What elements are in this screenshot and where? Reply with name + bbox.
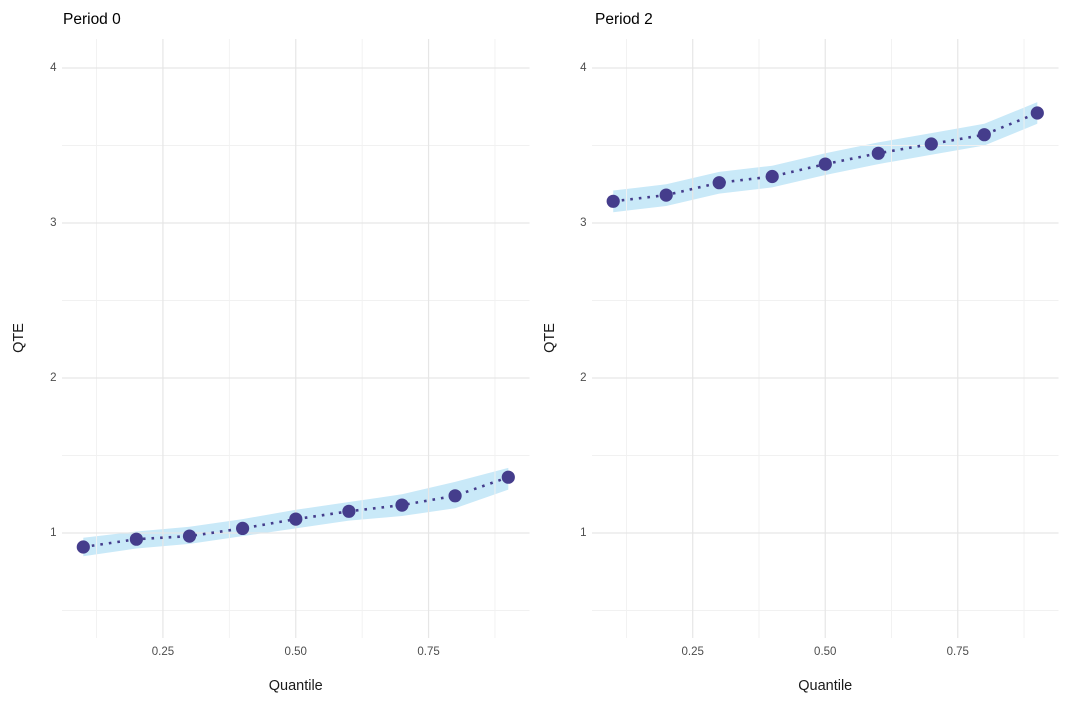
- data-point: [818, 157, 832, 171]
- plot-period-0: Period 0 QTE Quantile 1 2 3 4 0.25 0.50 0.75: [11, 11, 530, 694]
- x-axis-tick-label: 0.50: [284, 646, 307, 658]
- y-axis-tick-label: 2: [50, 372, 57, 384]
- x-axis-tick-label: 0.25: [681, 646, 704, 658]
- x-axis-tick-label: 0.75: [417, 646, 440, 658]
- data-point: [129, 532, 143, 546]
- y-axis-tick-label: 2: [580, 372, 587, 384]
- y-axis-tick-label: 3: [580, 217, 587, 229]
- chart-panel-period-0: [62, 39, 530, 638]
- x-axis-title: Quantile: [798, 678, 853, 694]
- y-axis-tick-label: 1: [50, 527, 57, 539]
- plot-period-2: Period 2 QTE Quantile 1 2 3 4 0.25 0.50 0.75: [537, 0, 1074, 709]
- qte-dotted-line: [83, 475, 509, 549]
- data-point: [182, 529, 197, 543]
- y-axis-tick-label: 1: [580, 527, 587, 539]
- y-axis-title: QTE: [11, 323, 27, 353]
- y-axis-tick-label: 4: [50, 62, 57, 74]
- data-point: [289, 512, 303, 526]
- data-point: [76, 540, 90, 554]
- data-point: [924, 137, 938, 151]
- data-point: [765, 169, 779, 184]
- data-point: [871, 146, 885, 160]
- x-axis-tick-label: 0.50: [814, 646, 837, 658]
- data-point: [448, 489, 462, 503]
- x-axis-title: Quantile: [268, 678, 323, 694]
- y-axis-title: QTE: [542, 323, 558, 353]
- data-point: [606, 194, 620, 208]
- chart-panel-period-2: [592, 39, 1059, 638]
- x-axis-tick-label: 0.25: [151, 646, 175, 658]
- data-point: [712, 176, 726, 190]
- x-axis-tick-label: 0.75: [946, 646, 969, 658]
- y-axis-tick-label: 3: [50, 217, 57, 229]
- data-point: [236, 521, 250, 536]
- data-point: [659, 188, 673, 202]
- data-point: [501, 470, 515, 484]
- data-point: [977, 128, 991, 142]
- plot-title: Period 2: [595, 11, 653, 28]
- plot-title: Period 0: [63, 11, 121, 28]
- data-point: [342, 504, 356, 518]
- data-point: [1030, 106, 1044, 120]
- y-axis-tick-label: 4: [580, 62, 587, 74]
- data-point: [395, 498, 409, 512]
